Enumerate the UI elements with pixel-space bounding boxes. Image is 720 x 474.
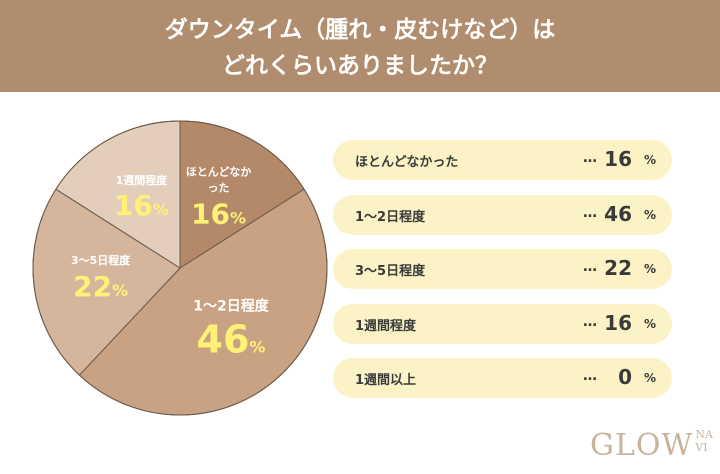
- unit: %: [643, 207, 656, 222]
- leader: …: [583, 204, 597, 221]
- leader: …: [583, 368, 597, 384]
- leader: …: [583, 313, 597, 330]
- list-item: 3〜5日程度 … 22%: [333, 249, 672, 289]
- slice-name: 1〜2日程度: [193, 298, 269, 315]
- item-value: 22: [604, 256, 632, 280]
- slice-name: 1週間程度: [115, 173, 168, 187]
- slice-label: 1週間程度 16%: [106, 173, 176, 223]
- slice-label: 1〜2日程度 46%: [176, 296, 286, 363]
- leader: …: [583, 259, 597, 275]
- list-item: 1〜2日程度 … 46%: [333, 194, 672, 235]
- slice-value: 22%: [66, 269, 136, 303]
- brand-sub: NA: [695, 428, 713, 441]
- item-name: 3〜5日程度: [355, 264, 426, 279]
- unit: %: [249, 337, 266, 357]
- list-item: 1週間程度 … 16%: [333, 303, 672, 344]
- unit: %: [643, 371, 656, 385]
- item-name: 1週間以上: [355, 373, 417, 388]
- slice-label: 3〜5日程度 22%: [66, 253, 136, 303]
- slice-label: ほとんどなかった 16%: [184, 165, 254, 232]
- brand-main: GLOW: [590, 428, 694, 463]
- value: 22: [73, 269, 113, 303]
- slice-value: 16%: [184, 198, 254, 232]
- brand-sub: VI: [695, 441, 708, 454]
- value: 16: [191, 197, 230, 231]
- item-value: 0: [618, 365, 632, 389]
- brand-logo: GLOW NA VI: [590, 428, 713, 463]
- title-line: ダウンタイム（腫れ・皮むけなど）は: [164, 17, 556, 43]
- unit: %: [152, 200, 169, 220]
- list-item: 1週間以上 … 0%: [333, 358, 672, 398]
- item-value: 46: [604, 201, 632, 226]
- list-item: ほとんどなかった … 16%: [333, 140, 672, 180]
- unit: %: [643, 262, 656, 276]
- pie-outline: [32, 120, 328, 416]
- item-name: 1週間程度: [355, 318, 417, 334]
- item-value: 16: [604, 147, 632, 171]
- unit: %: [643, 153, 656, 167]
- unit: %: [112, 280, 129, 300]
- slice-value: 16%: [106, 189, 176, 223]
- leader: …: [583, 150, 597, 166]
- value: 46: [196, 317, 250, 362]
- slice-name: 3〜5日程度: [70, 253, 131, 267]
- unit: %: [230, 208, 247, 228]
- slice-value: 46%: [176, 317, 286, 363]
- slice-name: ほとんどなかった: [185, 165, 252, 196]
- header: ダウンタイム（腫れ・皮むけなど）は どれくらいありましたか？: [0, 0, 720, 92]
- item-name: 1〜2日程度: [355, 209, 426, 225]
- unit: %: [643, 316, 656, 331]
- title-line: どれくらいありましたか？: [222, 53, 498, 79]
- item-value: 16: [604, 310, 632, 335]
- item-name: ほとんどなかった: [355, 155, 459, 170]
- value: 16: [113, 189, 153, 223]
